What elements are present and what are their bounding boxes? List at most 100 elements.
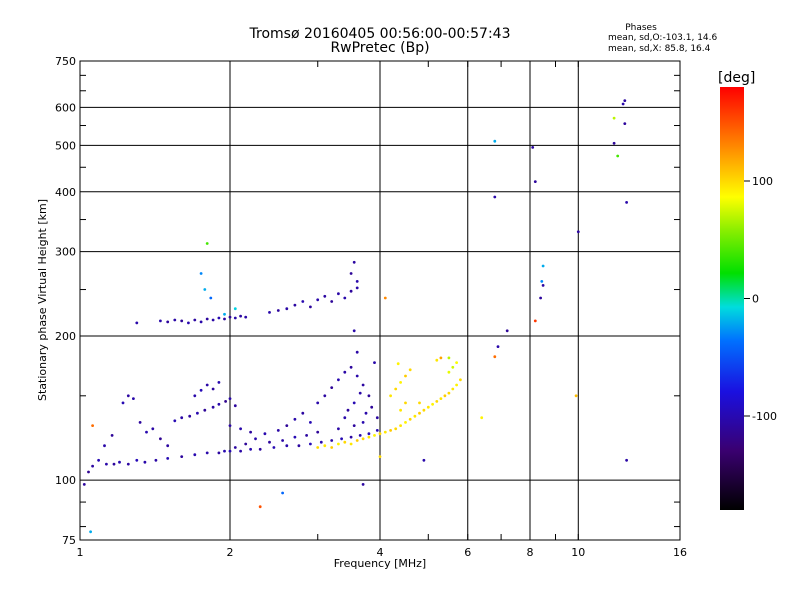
x-mode-point (361, 437, 365, 441)
colorbar (720, 87, 744, 510)
o-mode-point (118, 460, 121, 464)
x-tick-label: 6 (464, 546, 471, 559)
colorbar-label: [deg] (718, 70, 755, 86)
o-mode-point (159, 437, 162, 441)
o-mode-point (199, 272, 203, 275)
chart-subtitle: RwPretec (Bp) (330, 40, 430, 56)
o-mode-point (233, 316, 237, 320)
o-mode-point (496, 345, 500, 348)
o-mode-point (228, 449, 232, 453)
o-mode-point (346, 408, 350, 412)
o-mode-point (309, 421, 312, 424)
x-mode-point (404, 374, 407, 378)
y-tick-labels: 75 100 200 300 400 500 600 750 (55, 55, 76, 547)
o-mode-point (337, 427, 340, 431)
o-mode-point (316, 401, 320, 405)
o-mode-point (166, 444, 170, 448)
x-mode-point (439, 397, 443, 400)
o-mode-point (224, 400, 228, 403)
o-mode-point (276, 429, 280, 432)
o-mode-point (239, 314, 243, 318)
colorbar-ticks: 100 0 -100 (744, 175, 777, 423)
x-tick-labels: 1 2 4 6 8 10 16 (77, 546, 688, 559)
o-mode-point (217, 451, 221, 455)
o-mode-point (355, 280, 359, 283)
x-mode-point (394, 427, 398, 431)
y-tick-label: 300 (55, 246, 76, 259)
o-mode-point (87, 470, 90, 474)
x-axis-label: Frequency [MHz] (334, 557, 426, 570)
o-mode-point (531, 146, 535, 149)
o-mode-point (166, 320, 170, 324)
o-mode-point (533, 180, 537, 184)
x-mode-point (435, 400, 439, 403)
x-mode-point (451, 365, 455, 369)
x-mode-point (343, 440, 347, 444)
o-mode-point (249, 447, 253, 451)
o-mode-point (233, 404, 237, 408)
o-mode-point (126, 394, 130, 398)
o-mode-point (305, 434, 308, 437)
y-tick-label: 750 (55, 55, 76, 68)
o-mode-point (330, 386, 334, 389)
o-mode-point (103, 444, 106, 448)
x-mode-point (439, 356, 443, 360)
o-mode-point (135, 458, 139, 462)
y-tick-label: 75 (62, 534, 76, 547)
y-tick-label: 100 (55, 474, 76, 487)
o-mode-point (132, 397, 135, 400)
x-mode-point (399, 408, 402, 412)
x-mode-point (480, 416, 484, 420)
x-tick-label: 10 (571, 546, 585, 559)
o-mode-stats: mean, sd,O:-103.1, 14.6 (608, 33, 718, 43)
o-mode-point (272, 446, 276, 449)
o-mode-point (105, 462, 108, 466)
o-mode-point (375, 416, 379, 420)
o-mode-point (97, 458, 100, 462)
x-mode-point (330, 446, 334, 449)
o-mode-point (228, 424, 232, 427)
colorbar-tick-label: -100 (752, 410, 777, 423)
o-mode-point (180, 455, 184, 458)
o-mode-point (352, 329, 356, 333)
o-mode-point (91, 464, 94, 468)
o-mode-point (623, 122, 627, 125)
o-mode-point (364, 411, 368, 415)
x-mode-point (455, 361, 458, 364)
x-mode-point (349, 442, 353, 446)
o-mode-point (505, 329, 509, 333)
o-mode-point (493, 139, 497, 143)
colorbar-tick-label: 100 (752, 175, 773, 188)
o-mode-point (349, 272, 353, 275)
x-mode-point (389, 394, 392, 398)
o-mode-point (361, 483, 365, 486)
x-mode-point (316, 446, 320, 449)
o-mode-point (193, 453, 197, 457)
x-mode-point (493, 355, 497, 359)
x-mode-point (383, 296, 387, 300)
x-mode-point (404, 421, 407, 424)
o-mode-point (126, 462, 130, 466)
x-mode-point (337, 442, 340, 446)
x-mode-point (612, 116, 616, 120)
o-mode-point (211, 387, 215, 391)
o-mode-point (625, 458, 628, 462)
y-tick-label: 200 (55, 330, 76, 343)
o-mode-point (576, 230, 580, 234)
o-mode-point (373, 361, 376, 364)
x-mode-point (373, 434, 376, 437)
o-mode-point (309, 442, 312, 446)
y-axis-label: Stationary phase Virtual Height [km] (36, 199, 49, 401)
o-mode-point (217, 316, 221, 320)
o-mode-point (188, 414, 192, 418)
o-mode-point (285, 307, 289, 311)
x-mode-point (408, 368, 412, 372)
o-mode-point (361, 421, 365, 424)
chart-title: Tromsø 20160405 00:56:00-00:57:43 (249, 26, 511, 42)
o-mode-point (223, 317, 226, 321)
o-mode-point (223, 312, 226, 316)
o-mode-point (110, 434, 114, 437)
x-mode-point (435, 358, 439, 362)
o-mode-point (323, 394, 327, 398)
o-mode-point (349, 435, 353, 439)
